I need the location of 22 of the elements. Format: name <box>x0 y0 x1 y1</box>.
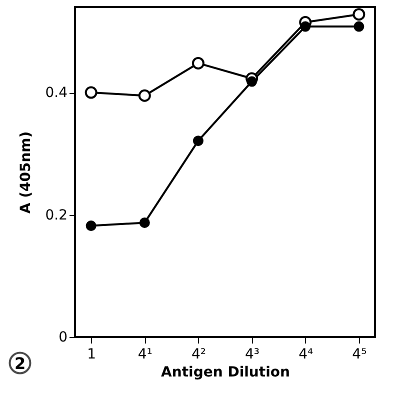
x-tick-label: 4¹ <box>138 346 152 362</box>
x-tick-label: 4⁵ <box>352 346 367 362</box>
point <box>139 217 150 228</box>
point <box>352 8 366 21</box>
y-tick-label: 0.4 <box>45 85 68 102</box>
x-tick-label: 4³ <box>245 346 260 362</box>
point <box>138 89 151 102</box>
x-tick-label: 1 <box>87 346 96 362</box>
y-tick-label: 0.2 <box>45 207 68 224</box>
x-axis-title: Antigen Dilution <box>161 364 290 380</box>
point <box>84 86 98 99</box>
y-tick-label: 0 <box>58 330 68 346</box>
text: 2 <box>14 354 26 373</box>
point <box>300 21 311 32</box>
point <box>192 56 204 70</box>
point <box>192 136 204 146</box>
y-axis-title: A (405nm) <box>18 131 34 214</box>
x-tick-label: 4⁴ <box>298 346 314 362</box>
x-tick-label: 4² <box>191 346 206 362</box>
point <box>246 76 258 87</box>
point <box>354 21 364 32</box>
point <box>86 220 96 232</box>
